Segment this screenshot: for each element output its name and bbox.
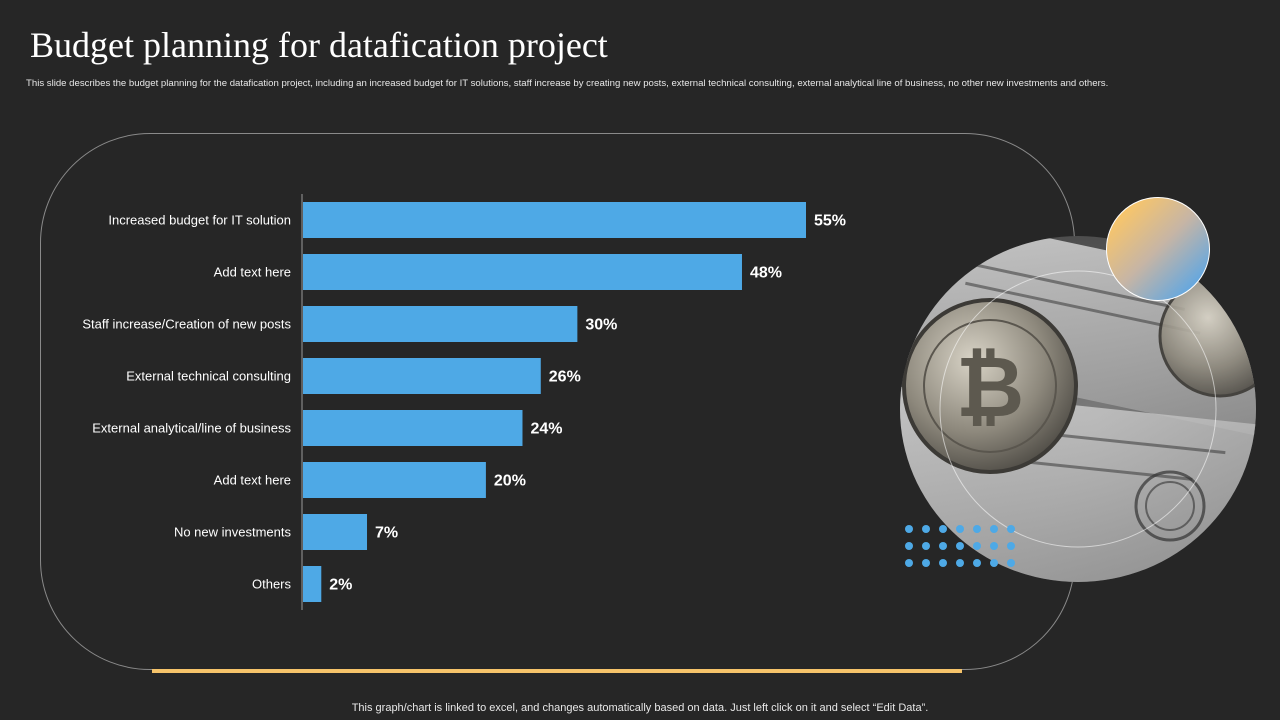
bar[interactable] bbox=[303, 462, 486, 498]
category-label: External analytical/line of business bbox=[92, 421, 291, 436]
category-label: Add text here bbox=[214, 473, 291, 488]
bar[interactable] bbox=[303, 202, 806, 238]
accent-underline bbox=[152, 669, 962, 673]
slide-description: This slide describes the budget planning… bbox=[26, 78, 1109, 89]
value-label: 26% bbox=[549, 369, 581, 386]
value-label: 48% bbox=[750, 265, 782, 282]
bar[interactable] bbox=[303, 358, 541, 394]
value-label: 24% bbox=[530, 421, 562, 438]
category-label: External technical consulting bbox=[126, 369, 291, 384]
category-label: No new investments bbox=[174, 525, 292, 540]
bar[interactable] bbox=[303, 254, 742, 290]
category-label: Add text here bbox=[214, 265, 291, 280]
category-label: Others bbox=[252, 577, 292, 592]
value-label: 55% bbox=[814, 213, 846, 230]
decorative-gradient-circle bbox=[1106, 197, 1210, 301]
bar[interactable] bbox=[303, 566, 322, 602]
value-label: 20% bbox=[494, 473, 526, 490]
svg-text:₿: ₿ bbox=[956, 340, 1024, 434]
value-label: 2% bbox=[329, 577, 352, 594]
category-label: Staff increase/Creation of new posts bbox=[82, 317, 291, 332]
slide-title: Budget planning for datafication project bbox=[30, 25, 608, 65]
bar[interactable] bbox=[303, 410, 523, 446]
category-label: Increased budget for IT solution bbox=[108, 213, 291, 228]
value-label: 7% bbox=[375, 525, 398, 542]
value-label: 30% bbox=[585, 317, 617, 334]
bar[interactable] bbox=[303, 514, 368, 550]
bar[interactable] bbox=[303, 306, 578, 342]
footer-note: This graph/chart is linked to excel, and… bbox=[351, 702, 929, 714]
decorative-dot-grid bbox=[904, 524, 1024, 574]
